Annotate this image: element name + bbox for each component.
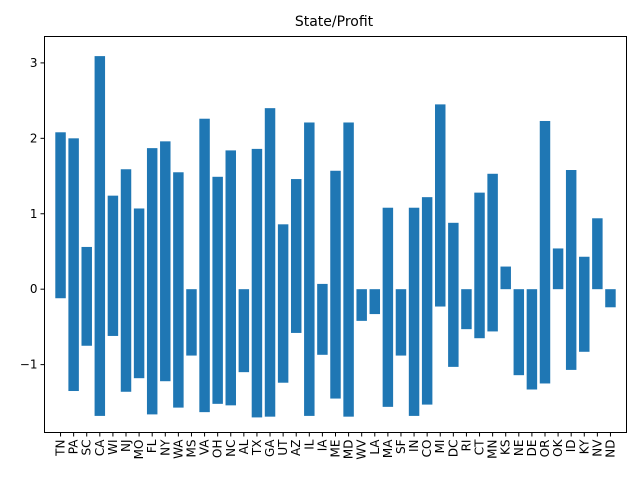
bar-sf bbox=[395, 289, 407, 356]
bar-wi bbox=[107, 195, 119, 336]
bar-wv bbox=[356, 289, 367, 321]
x-tick-label: DC bbox=[446, 440, 460, 458]
bar-al bbox=[238, 289, 250, 373]
bar-ca bbox=[94, 56, 106, 416]
x-tick-label: MD bbox=[342, 440, 356, 460]
bar-ms bbox=[186, 289, 197, 356]
x-tick-label: NY bbox=[158, 439, 172, 456]
y-tick-label: 0 bbox=[30, 282, 38, 296]
bar-mo bbox=[133, 208, 145, 379]
y-tick-label: −1 bbox=[20, 358, 38, 372]
bar-co bbox=[421, 197, 433, 405]
x-tick-label: MI bbox=[433, 440, 447, 454]
plot-frame bbox=[44, 36, 627, 433]
x-tick-label: NE bbox=[512, 440, 526, 457]
x-tick-label: UT bbox=[276, 439, 290, 456]
x-tick-label: CT bbox=[473, 439, 487, 455]
bar-ut bbox=[277, 224, 289, 383]
x-tick-label: IA bbox=[315, 439, 329, 452]
bar-il bbox=[304, 122, 315, 416]
x-tick-label: MS bbox=[184, 440, 198, 458]
bar-mn bbox=[487, 173, 498, 332]
x-tick-label: WV bbox=[355, 439, 369, 460]
x-tick-label: TN bbox=[54, 440, 68, 457]
bar-md bbox=[343, 122, 354, 417]
x-tick-label: DE bbox=[525, 440, 539, 457]
bar-id bbox=[565, 170, 577, 370]
bar-nd bbox=[605, 289, 616, 308]
x-tick-label: TX bbox=[250, 440, 264, 457]
x-tick-label: MA bbox=[381, 439, 395, 458]
bar-ri bbox=[461, 289, 472, 330]
chart-title: State/Profit bbox=[295, 14, 374, 30]
bar-ia bbox=[317, 283, 328, 355]
x-axis: TN PA SC CA WI NJ MO FL NY WA MS VA OH NC AL TX GA UT AZ IL… bbox=[54, 432, 617, 460]
x-tick-label: WA bbox=[171, 439, 185, 459]
bar-dc bbox=[448, 222, 459, 367]
bar-az bbox=[290, 179, 302, 333]
bar-ks bbox=[500, 266, 511, 290]
bar-ny bbox=[160, 141, 171, 382]
x-tick-label: PA bbox=[67, 439, 81, 454]
x-tick-label: OR bbox=[538, 440, 552, 458]
x-tick-label: ME bbox=[329, 440, 343, 458]
x-tick-label: NJ bbox=[119, 440, 133, 453]
bar-ct bbox=[474, 192, 485, 339]
bar-pa bbox=[68, 138, 79, 392]
y-tick-label: 3 bbox=[30, 56, 38, 70]
x-tick-label: MO bbox=[132, 440, 146, 460]
y-tick-label: 2 bbox=[30, 131, 38, 145]
bar-nv bbox=[592, 218, 603, 290]
x-tick-label: MN bbox=[486, 440, 500, 459]
bar-ne bbox=[513, 289, 525, 376]
bar-nj bbox=[120, 169, 132, 392]
bar-ga bbox=[264, 108, 276, 417]
bar-ok bbox=[552, 248, 564, 290]
y-axis: −1 0 1 2 3 bbox=[20, 56, 45, 372]
bar-ky bbox=[579, 256, 590, 352]
x-tick-label: KY bbox=[577, 439, 591, 454]
x-tick-label: KS bbox=[499, 440, 513, 456]
x-tick-label: FL bbox=[145, 439, 159, 453]
x-tick-label: IN bbox=[407, 440, 421, 453]
x-tick-label: SF bbox=[394, 439, 408, 454]
x-tick-label: AZ bbox=[289, 440, 303, 456]
bar-ma bbox=[382, 207, 394, 407]
x-tick-label: SC bbox=[80, 440, 94, 456]
bar-sc bbox=[81, 246, 92, 346]
bar-va bbox=[199, 118, 210, 413]
x-tick-label: RI bbox=[459, 440, 473, 452]
bar-mi bbox=[435, 104, 446, 307]
bar-fl bbox=[146, 148, 158, 415]
bar-oh bbox=[212, 176, 223, 404]
x-tick-label: NV bbox=[590, 439, 604, 457]
bars-group bbox=[55, 56, 616, 418]
x-tick-label: CO bbox=[420, 440, 434, 458]
x-tick-label: ND bbox=[603, 440, 617, 458]
bar-tn bbox=[55, 132, 66, 299]
x-tick-label: OH bbox=[211, 440, 225, 458]
x-tick-label: ID bbox=[564, 440, 578, 453]
x-tick-label: CA bbox=[93, 439, 107, 456]
bar-in bbox=[408, 207, 420, 416]
x-tick-label: AL bbox=[237, 439, 251, 454]
bar-la bbox=[369, 289, 381, 315]
bar-tx bbox=[251, 148, 263, 418]
bar-wa bbox=[173, 172, 184, 408]
bar-nc bbox=[225, 150, 236, 406]
bar-me bbox=[330, 170, 341, 399]
x-tick-label: GA bbox=[263, 439, 277, 457]
x-tick-label: NC bbox=[224, 440, 238, 457]
x-tick-label: IL bbox=[302, 439, 316, 450]
x-tick-label: OK bbox=[551, 438, 565, 456]
x-tick-label: WI bbox=[106, 440, 120, 455]
x-tick-label: LA bbox=[368, 439, 382, 455]
bar-de bbox=[526, 289, 538, 390]
x-tick-label: VA bbox=[198, 439, 212, 455]
y-tick-label: 1 bbox=[30, 207, 38, 221]
bar-or bbox=[539, 120, 551, 384]
